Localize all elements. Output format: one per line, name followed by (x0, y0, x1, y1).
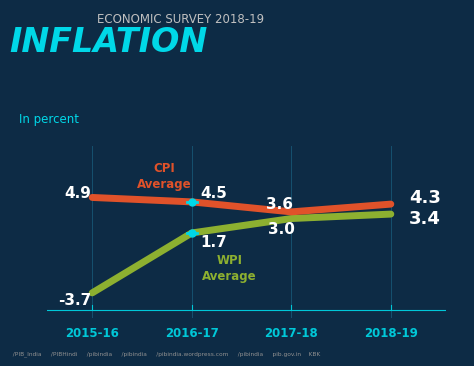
Text: WPI
Average: WPI Average (202, 254, 257, 283)
Text: 3.0: 3.0 (268, 222, 295, 237)
Text: 1.7: 1.7 (200, 235, 227, 250)
Text: 3.4: 3.4 (409, 210, 441, 228)
Text: 3.6: 3.6 (266, 197, 293, 212)
Text: /PIB_India     /PIBHindi     /pibindia     /pibindia     /pibindia.wordpress.com: /PIB_India /PIBHindi /pibindia /pibindia… (9, 351, 321, 357)
Text: -3.7: -3.7 (58, 293, 91, 308)
Text: 4.5: 4.5 (200, 186, 227, 201)
Text: In percent: In percent (19, 113, 79, 127)
Text: 4.3: 4.3 (409, 189, 441, 207)
Text: ECONOMIC SURVEY 2018-19: ECONOMIC SURVEY 2018-19 (97, 13, 264, 26)
Text: 4.9: 4.9 (64, 186, 91, 201)
Text: CPI
Average: CPI Average (137, 162, 191, 191)
Text: INFLATION: INFLATION (9, 26, 208, 59)
